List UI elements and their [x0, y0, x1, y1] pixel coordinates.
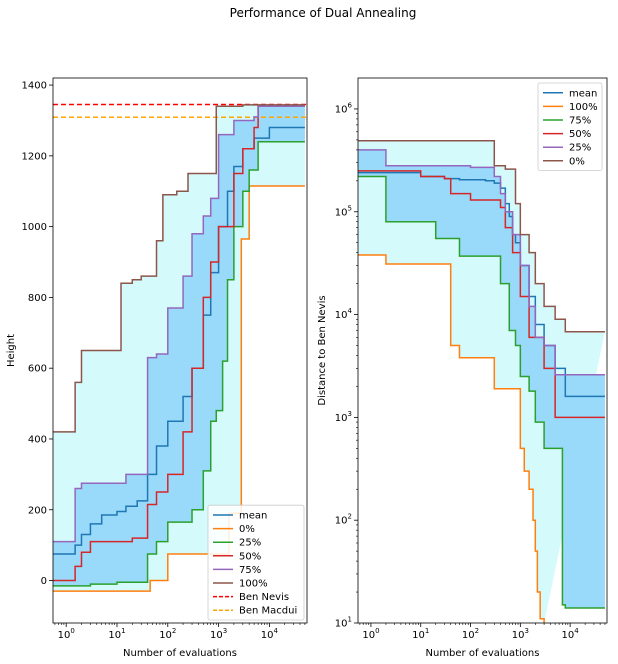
- legend-label: 50%: [569, 129, 591, 140]
- x-tick-label: 100: [58, 627, 75, 641]
- right-chart-panel: 100 101 102 103 104 101 102 103 104 105 106 Number …: [317, 77, 608, 659]
- series-line: [358, 140, 605, 333]
- legend-label: 0%: [569, 156, 585, 167]
- x-tick-label: 102: [159, 627, 176, 641]
- series-line: [53, 104, 305, 433]
- y-tick-label: 200: [28, 505, 47, 516]
- series-line: [53, 105, 305, 543]
- legend-label: 75%: [239, 565, 261, 576]
- x-tick-label: 101: [412, 627, 429, 641]
- legend: mean 0% 25% 50% 75% 100% Ben Nevis Ben Macdui: [207, 504, 305, 621]
- left-chart-panel: 100 101 102 103 104 0 200 400 600 800 1000 1200 1400…: [6, 77, 308, 659]
- legend-label: 100%: [239, 579, 268, 590]
- series-line: [53, 126, 305, 555]
- x-axis-label: Number of evaluations: [123, 648, 237, 659]
- legend-label: 75%: [569, 116, 591, 127]
- y-tick-label: 1400: [22, 81, 47, 92]
- x-tick-label: 104: [562, 627, 580, 641]
- y-tick-label: 105: [335, 204, 352, 218]
- y-axis-label: Height: [6, 334, 17, 367]
- legend: mean 100% 75% 50% 25% 0%: [537, 82, 603, 171]
- series-line: [53, 140, 305, 587]
- y-tick-label: 600: [28, 364, 47, 375]
- x-tick-label: 101: [108, 627, 125, 641]
- legend-label: 100%: [569, 102, 598, 113]
- x-tick-label: 103: [210, 627, 227, 641]
- x-tick-label: 104: [261, 627, 279, 641]
- legend-label: 25%: [569, 143, 591, 154]
- x-tick-label: 103: [512, 627, 529, 641]
- legend-box: [537, 82, 603, 171]
- legend-label: 50%: [239, 551, 261, 562]
- y-tick-label: 102: [335, 513, 352, 527]
- band-fill: [358, 149, 605, 608]
- series-line: [53, 105, 305, 582]
- series-line: [358, 171, 605, 398]
- legend-label: 25%: [239, 538, 261, 549]
- series-line: [358, 149, 605, 376]
- y-tick-label: 1200: [22, 151, 47, 162]
- x-tick-label: 102: [462, 627, 479, 641]
- y-tick-label: 106: [335, 101, 353, 115]
- y-tick-label: 103: [335, 410, 352, 424]
- axes-frame: [52, 77, 308, 624]
- series-line: [358, 254, 545, 623]
- legend-label: mean: [239, 511, 267, 522]
- y-tick-label: 1000: [22, 222, 47, 233]
- legend-box: [207, 504, 305, 621]
- x-axis-label: Number of evaluations: [426, 648, 540, 659]
- x-tick-label: 100: [362, 627, 379, 641]
- figure-title: Performance of Dual Annealing: [230, 6, 417, 20]
- axes-frame: [357, 77, 608, 624]
- y-tick-label: 104: [335, 307, 353, 321]
- band-fill: [358, 140, 605, 623]
- series-line: [358, 175, 605, 609]
- y-tick-label: 400: [28, 434, 47, 445]
- legend-label: mean: [569, 88, 597, 99]
- legend-label: Ben Nevis: [239, 592, 289, 603]
- y-tick-label: 800: [28, 293, 47, 304]
- plot-area: [358, 140, 605, 623]
- legend-label: Ben Macdui: [239, 606, 297, 617]
- legend-label: 0%: [239, 524, 255, 535]
- y-tick-label: 101: [335, 616, 352, 630]
- y-tick-label: 0: [41, 576, 47, 587]
- y-axis-label: Distance to Ben Nevis: [317, 295, 328, 405]
